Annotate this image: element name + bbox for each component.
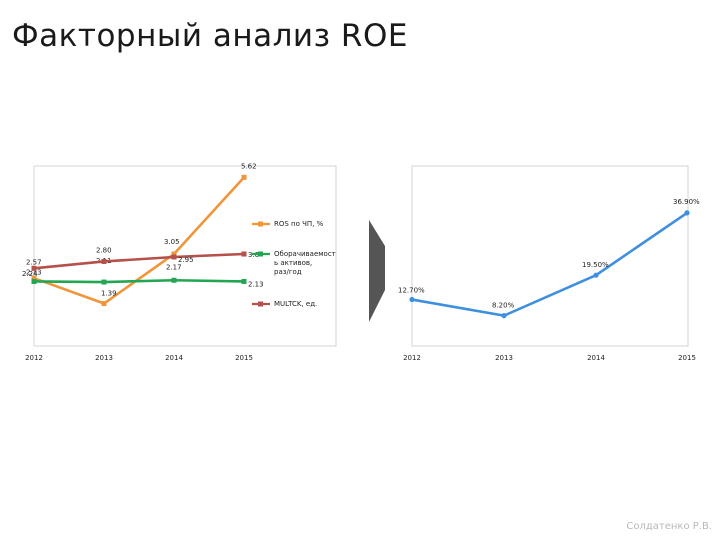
left-data-point: [171, 277, 177, 283]
left-data-label: 2.13: [248, 280, 264, 288]
right-data-label: 36.90%: [673, 198, 700, 206]
right-x-tick-label: 2015: [678, 354, 696, 362]
legend-swatch-marker: [258, 251, 263, 257]
legend-label: раз/год: [274, 268, 302, 276]
right-x-tick-label: 2014: [587, 354, 605, 362]
left-series-line: [33, 252, 245, 270]
right-data-label: 12.70%: [398, 287, 425, 295]
left-data-point: [101, 301, 107, 307]
right-data-point: [409, 296, 415, 303]
left-data-label: 2.13: [26, 268, 42, 276]
legend-label: Оборачиваемост: [274, 250, 336, 258]
left-x-tick-label: 2014: [165, 354, 183, 362]
right-x-tick-label: 2012: [403, 354, 421, 362]
left-data-label: 2.57: [26, 258, 42, 266]
left-x-tick-label: 2012: [25, 354, 43, 362]
left-data-point: [31, 275, 37, 281]
legend-swatch-marker: [258, 301, 263, 307]
author-footer: Солдатенко Р.В.: [626, 521, 712, 532]
left-data-label: 1.39: [101, 290, 117, 298]
left-data-point: [31, 265, 37, 271]
left-data-point: [241, 251, 247, 257]
arrow-right-icon: [369, 220, 385, 322]
left-data-label: 5.62: [241, 162, 257, 170]
left-data-point: [241, 174, 247, 180]
left-data-label: 2.24: [22, 270, 38, 278]
right-data-point: [593, 272, 599, 278]
left-x-tick-label: 2013: [95, 354, 113, 362]
right-x-tick-label: 2013: [495, 354, 513, 362]
slide-title: Факторный анализ ROE: [12, 18, 408, 54]
legend-label: ROS по ЧП, %: [274, 220, 324, 228]
right-series-line: [411, 211, 688, 317]
right-chart: 2012 2013 2014 2015 12.70% 8.20% 19.50% 36.90%: [398, 198, 700, 362]
left-series-line: [33, 278, 245, 284]
left-data-point: [241, 278, 247, 284]
right-chart-frame: [411, 165, 689, 347]
legend-swatch-marker: [258, 221, 263, 227]
right-data-point: [501, 313, 507, 319]
left-data-label: 2.17: [166, 263, 182, 271]
legend-label: MULTCK, ед.: [274, 300, 317, 308]
left-data-point: [101, 258, 107, 264]
left-data-point: [171, 254, 177, 260]
right-data-point: [684, 210, 690, 216]
legend-label: ь активов,: [274, 259, 312, 267]
left-data-label: 2.95: [178, 256, 194, 264]
left-chart: 20122013201420152.241.393.055.622.132.11…: [22, 162, 264, 362]
left-data-label: 3.05: [164, 238, 180, 246]
right-data-label: 19.50%: [582, 261, 609, 269]
left-x-tick-label: 2015: [235, 354, 253, 362]
left-data-point: [101, 279, 107, 285]
right-data-label: 8.20%: [492, 302, 515, 310]
left-chart-frame: [33, 165, 337, 347]
left-data-label: 2.80: [96, 246, 112, 254]
left-data-point: [31, 278, 37, 284]
left-series-line: [33, 176, 245, 305]
left-data-point: [171, 251, 177, 257]
